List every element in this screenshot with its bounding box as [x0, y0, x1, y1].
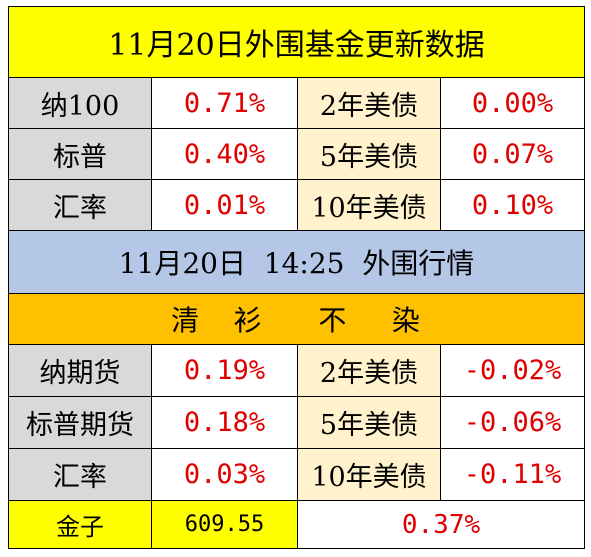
slogan-banner: 清 衫 不 染	[7, 293, 586, 345]
index-label: 汇率	[8, 448, 152, 501]
gold-row: 金子 609.55 0.37%	[8, 500, 586, 549]
table-row: 纳100 0.71% 2年美债 0.00%	[8, 77, 586, 129]
index-value: 0.71%	[151, 77, 298, 129]
table-row: 汇率 0.01% 10年美债 0.10%	[8, 179, 586, 231]
index-value: 0.01%	[151, 179, 298, 231]
bond-label: 10年美债	[297, 179, 441, 231]
index-value: 0.40%	[151, 128, 298, 180]
market-data-sheet: 11月20日外围基金更新数据 纳100 0.71% 2年美债 0.00% 标普 …	[7, 6, 586, 549]
bond-value: -0.11%	[439, 448, 586, 501]
bond-label: 2年美债	[297, 77, 441, 129]
bond-label: 10年美债	[297, 448, 441, 501]
bond-value: 0.00%	[439, 77, 586, 129]
bond-value: 0.10%	[439, 179, 586, 231]
fund-update-title: 11月20日外围基金更新数据	[7, 6, 586, 78]
bond-label: 2年美债	[297, 344, 441, 397]
index-label: 标普期货	[8, 396, 152, 449]
bond-value: -0.02%	[439, 344, 586, 397]
bond-label: 5年美债	[297, 396, 441, 449]
table-row: 纳期货 0.19% 2年美债 -0.02%	[8, 344, 586, 397]
index-label: 汇率	[8, 179, 152, 231]
table-row: 汇率 0.03% 10年美债 -0.11%	[8, 448, 586, 501]
gold-label: 金子	[8, 500, 152, 549]
market-table: 11月20日外围基金更新数据 纳100 0.71% 2年美债 0.00% 标普 …	[7, 6, 586, 549]
index-label: 纳期货	[8, 344, 152, 397]
index-value: 0.19%	[151, 344, 298, 397]
index-label: 标普	[8, 128, 152, 180]
index-value: 0.03%	[151, 448, 298, 501]
table-row: 标普期货 0.18% 5年美债 -0.06%	[8, 396, 586, 449]
index-value: 0.18%	[151, 396, 298, 449]
market-snapshot-title: 11月20日 14:25 外围行情	[7, 230, 586, 294]
bond-value: -0.06%	[439, 396, 586, 449]
bond-label: 5年美债	[297, 128, 441, 180]
index-label: 纳100	[8, 77, 152, 129]
table-row: 标普 0.40% 5年美债 0.07%	[8, 128, 586, 180]
bond-value: 0.07%	[439, 128, 586, 180]
gold-change: 0.37%	[296, 500, 586, 549]
gold-price: 609.55	[151, 500, 298, 549]
